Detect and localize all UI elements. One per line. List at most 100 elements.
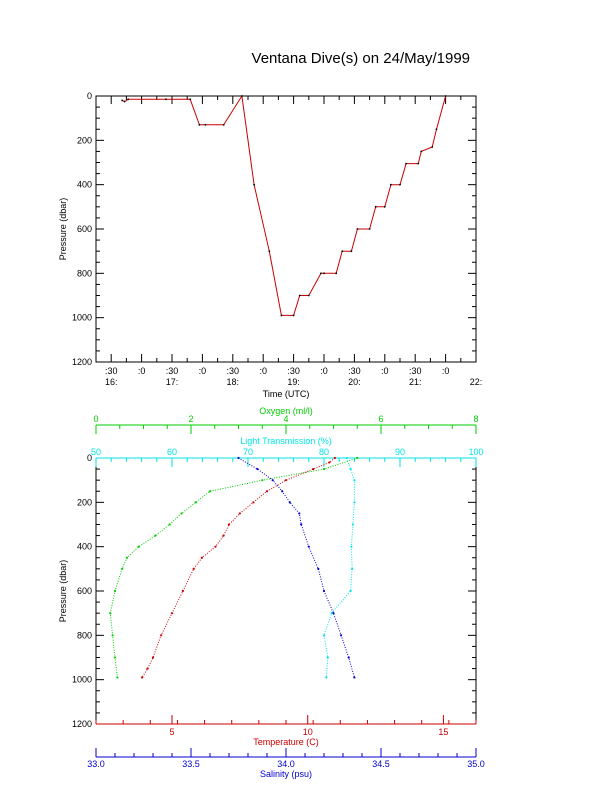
- depth-trace-point: [420, 150, 423, 153]
- top-x-hour-label: 17:: [166, 377, 179, 387]
- bottom-y-tick-label: 400: [77, 542, 92, 552]
- salinity-profile-point: [353, 676, 356, 679]
- oxygen-axis-label: Oxygen (ml/l): [259, 406, 313, 416]
- oxygen-profile-line: [109, 457, 358, 678]
- temperature-profile-point: [222, 534, 225, 537]
- bottom-y-tick-label: 200: [77, 497, 92, 507]
- salinity-profile-point: [256, 467, 259, 471]
- oxygen-profile-point: [116, 676, 119, 679]
- salinity-profile-point: [340, 634, 343, 637]
- top-y-tick-label: 600: [77, 224, 92, 234]
- depth-trace-point: [335, 272, 338, 275]
- transmission-profile-point: [345, 456, 348, 460]
- temperature-profile-point: [328, 461, 331, 464]
- depth-trace-point: [444, 95, 447, 97]
- depth-trace-point: [222, 123, 225, 126]
- depth-trace-point: [268, 250, 271, 253]
- oxygen-profile-point: [261, 479, 264, 482]
- depth-trace-point: [298, 294, 301, 297]
- transmission-tick-label: 60: [167, 447, 177, 457]
- depth-trace-point: [356, 228, 359, 230]
- top-x-minute-label: :30: [348, 366, 361, 376]
- oxygen-profile-point: [356, 456, 359, 460]
- oxygen-profile-point: [111, 634, 114, 637]
- top-x-minute-label: :30: [409, 366, 422, 376]
- transmission-profile-point: [349, 589, 352, 593]
- top-y-axis-label: Pressure (dbar): [58, 198, 68, 261]
- depth-trace-line: [121, 94, 447, 316]
- oxygen-profile-point: [180, 512, 183, 515]
- salinity-profile-point: [300, 523, 303, 526]
- bottom-y-tick-label: 1200: [72, 719, 92, 729]
- depth-trace-point: [165, 98, 167, 101]
- top-x-axis-label: Time (UTC): [263, 389, 310, 399]
- transmission-profile-point: [349, 467, 352, 471]
- transmission-profile-point: [330, 612, 333, 615]
- transmission-axis-label: Light Transmission (%): [240, 436, 332, 446]
- depth-trace-point: [320, 272, 322, 275]
- top-x-minute-label: :0: [138, 366, 146, 376]
- temperature-profile-point: [151, 656, 155, 659]
- transmission-profile-point: [351, 523, 354, 526]
- top-x-minute-label: :30: [166, 366, 179, 376]
- top-x-minute-label: :0: [320, 366, 328, 376]
- salinity-tick-label: 34.0: [277, 759, 295, 769]
- depth-trace-point: [127, 98, 130, 101]
- temperature-profile-point: [284, 479, 288, 482]
- salinity-profile-point: [307, 545, 310, 548]
- top-x-hour-label: 21:: [409, 377, 422, 387]
- temperature-profile-point: [170, 612, 174, 615]
- oxygen-tick-label: 6: [378, 414, 383, 424]
- bottom-y-tick-label: 800: [77, 630, 92, 640]
- temperature-profile-point: [200, 556, 203, 559]
- top-x-hour-label: 20:: [348, 377, 361, 387]
- temperature-profile-point: [333, 456, 336, 460]
- bottom-y-axis-label: Pressure (dbar): [58, 560, 68, 623]
- transmission-tick-label: 90: [395, 447, 405, 457]
- temperature-profile-point: [181, 589, 184, 593]
- temperature-profile-line: [141, 457, 336, 678]
- depth-trace-point: [121, 99, 124, 102]
- oxygen-tick-label: 8: [473, 414, 478, 424]
- bottom-y-tick-label: 600: [77, 586, 92, 596]
- temperature-tick-label: 10: [303, 727, 313, 737]
- depth-trace-point: [399, 183, 401, 186]
- top-x-hour-label: 16:: [105, 377, 118, 387]
- temperature-tick-label: 5: [169, 727, 174, 737]
- depth-trace-point: [253, 183, 255, 186]
- depth-trace-point: [431, 146, 434, 148]
- transmission-profile-line: [323, 457, 355, 678]
- temperature-profile-point: [238, 512, 241, 515]
- top-y-tick-label: 1200: [72, 357, 92, 367]
- transmission-profile-point: [325, 676, 328, 679]
- temperature-profile-point: [192, 567, 195, 570]
- salinity-tick-label: 33.0: [87, 759, 105, 769]
- transmission-profile-point: [351, 567, 354, 570]
- top-y-tick-label: 800: [77, 268, 92, 278]
- oxygen-tick-label: 4: [283, 414, 288, 424]
- transmission-profile-point: [322, 634, 326, 637]
- temperature-profile-point: [265, 490, 269, 493]
- salinity-profile-point: [317, 567, 320, 570]
- top-x-minute-label: :0: [381, 366, 389, 376]
- transmission-tick-label: 70: [243, 447, 253, 457]
- salinity-profile-point: [271, 479, 274, 482]
- top-plot-frame: [95, 95, 477, 363]
- depth-trace-point: [198, 123, 201, 126]
- oxygen-tick-label: 0: [93, 414, 98, 424]
- depth-trace-point: [383, 205, 386, 208]
- salinity-profile-line: [238, 457, 355, 678]
- temperature-profile-point: [146, 667, 149, 670]
- top-x-minute-label: :0: [259, 366, 267, 376]
- depth-trace-point: [350, 250, 353, 253]
- top-x-minute-label: :30: [105, 366, 118, 376]
- salinity-tick-label: 33.5: [182, 759, 200, 769]
- top-x-hour-label: 18:: [227, 377, 240, 387]
- temperature-profile-point: [312, 467, 315, 471]
- top-x-minute-label: :0: [442, 366, 450, 376]
- depth-trace-point: [189, 98, 192, 101]
- salinity-profile-point: [298, 512, 301, 515]
- oxygen-profile-point: [125, 556, 128, 559]
- oxygen-profile-point: [208, 490, 212, 493]
- oxygen-profile-point: [322, 467, 326, 471]
